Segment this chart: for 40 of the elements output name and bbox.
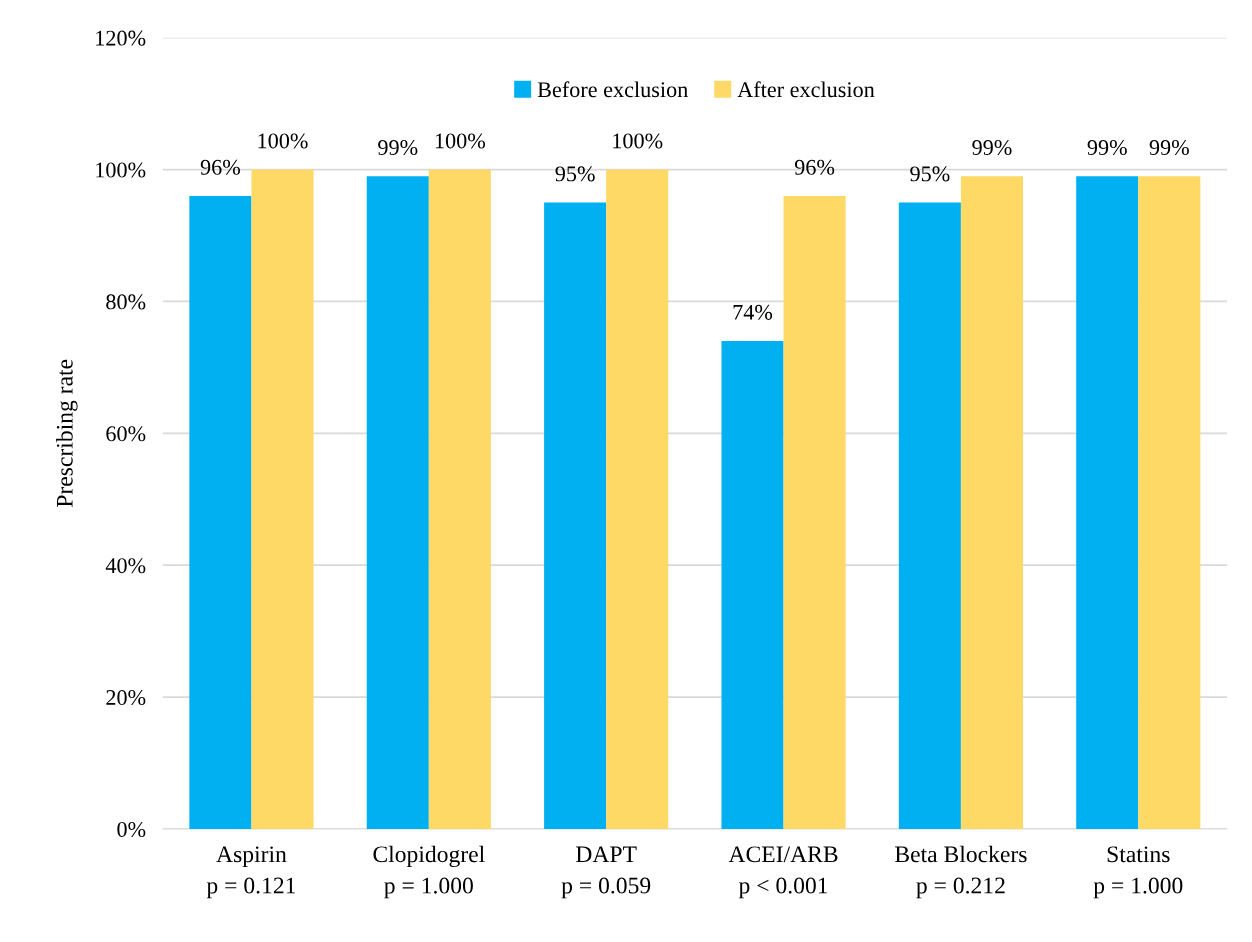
bar [544,202,607,829]
x-tick-label: Statins p = 1.000 [1093,846,1183,899]
data-label: 96% [794,159,835,175]
legend-label: After exclusion [737,81,875,98]
data-label: 95% [910,166,950,182]
legend-label: Before exclusion [537,81,688,98]
bar [251,169,314,829]
data-label: 100% [258,133,308,149]
bar [428,169,491,829]
x-tick-label: Clopidogrel p = 1.000 [373,845,485,899]
bar [960,176,1023,829]
x-tick-label: Beta Blockers p = 0.212 [895,845,1027,899]
data-label: 99% [378,139,418,156]
bar [783,195,846,829]
bar [189,195,252,829]
x-tick-label: Aspirin p = 0.121 [206,846,296,899]
data-label: 100% [613,133,663,149]
data-label: 99% [1149,139,1189,156]
y-tick-label: 120% [96,30,146,46]
y-tick-label: 80% [106,294,146,310]
y-tick-label: 60% [106,426,146,442]
y-tick-label: 20% [106,690,146,706]
data-label: 99% [972,139,1012,156]
data-label: 95% [555,166,595,182]
bar [606,169,669,829]
data-label: 96% [200,159,241,175]
bar [898,202,961,829]
bar [721,341,784,829]
x-tick-label: DAPT p = 0.059 [561,846,651,899]
bar [366,176,429,829]
bar [1138,176,1201,829]
y-tick-label: 40% [105,558,146,574]
data-label: 99% [1087,139,1127,156]
y-axis-title: Prescribing rate [56,359,78,508]
bar [1076,176,1139,829]
data-label: 74% [733,304,773,320]
y-tick-label: 100% [96,162,146,178]
data-label: 100% [435,133,486,149]
x-tick-label: ACEI/ARB p < 0.001 [728,846,838,899]
y-tick-label: 0% [117,821,146,837]
